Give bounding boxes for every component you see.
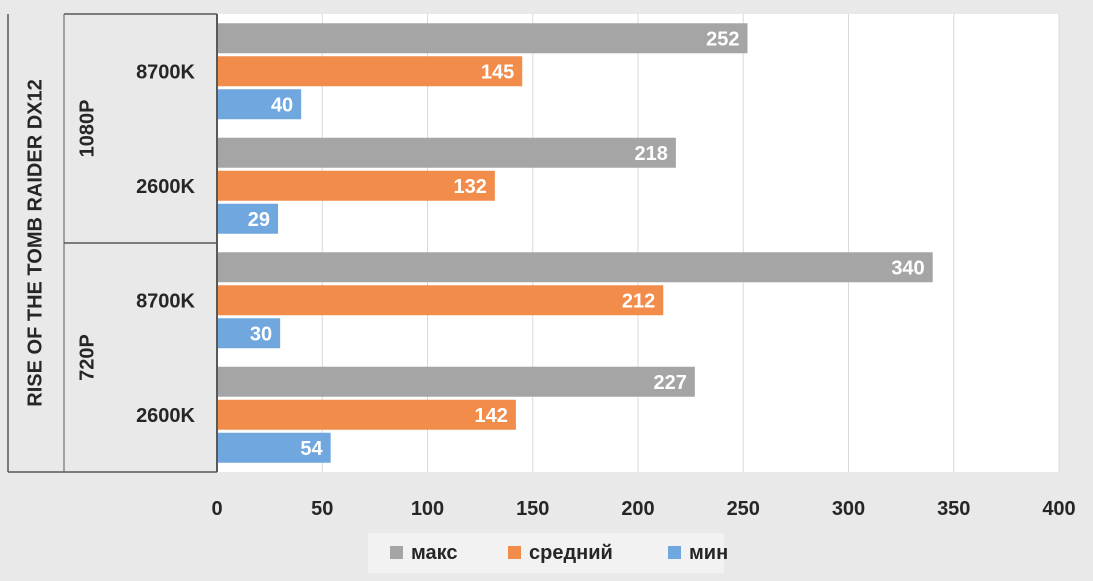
- bar-средний: [217, 399, 516, 430]
- data-label: 252: [706, 28, 739, 50]
- bars: [217, 23, 933, 463]
- legend[interactable]: макс средний мин: [368, 533, 728, 573]
- category-label: 8700K: [136, 61, 195, 83]
- bar-средний: [217, 170, 495, 201]
- bar-мин: [217, 318, 281, 349]
- data-label: 218: [635, 143, 668, 165]
- data-label: 29: [248, 209, 270, 231]
- legend-swatch-макс: [390, 546, 403, 559]
- x-tick-label: 300: [832, 498, 865, 520]
- category-label: 2600K: [136, 405, 195, 427]
- data-labels: 252 145 40 218 132 29 340 212 30 227 142 54: [248, 28, 925, 460]
- legend-box: [368, 533, 724, 573]
- data-label: 145: [481, 61, 514, 83]
- data-label: 227: [653, 372, 686, 394]
- bar-мин: [217, 432, 331, 463]
- x-tick-label: 250: [727, 498, 760, 520]
- x-tick-label: 50: [311, 498, 333, 520]
- group-title-label: RISE OF THE TOMB RAIDER DX12: [24, 79, 46, 406]
- group-label: 720P: [76, 334, 98, 381]
- data-label: 40: [271, 94, 293, 116]
- data-label: 212: [622, 290, 655, 312]
- x-tick-labels: 0 50 100 150 200 250 300 350 400: [211, 498, 1075, 520]
- x-tick-label: 200: [621, 498, 654, 520]
- x-tick-label: 350: [937, 498, 970, 520]
- data-label: 30: [250, 323, 272, 345]
- category-label: 8700K: [136, 290, 195, 312]
- bar-макс: [217, 252, 933, 283]
- data-label: 132: [453, 176, 486, 198]
- bar-макс: [217, 137, 676, 168]
- data-label: 54: [300, 438, 323, 460]
- bar-средний: [217, 285, 664, 316]
- legend-label: мин: [689, 542, 728, 564]
- x-tick-label: 0: [211, 498, 222, 520]
- legend-swatch-средний: [508, 546, 521, 559]
- category-label: 2600K: [136, 176, 195, 198]
- bar-макс: [217, 366, 695, 397]
- category-axis: RISE OF THE TOMB RAIDER DX12 1080P 8700K 26…: [7, 13, 218, 473]
- x-tick-label: 400: [1042, 498, 1075, 520]
- bar-макс: [217, 23, 748, 54]
- data-label: 340: [891, 257, 924, 279]
- x-tick-label: 150: [516, 498, 549, 520]
- data-label: 142: [475, 405, 508, 427]
- bar-мин: [217, 89, 302, 120]
- x-tick-label: 100: [411, 498, 444, 520]
- legend-label: средний: [529, 542, 613, 564]
- group-label: 1080P: [76, 100, 98, 158]
- bar-мин: [217, 203, 279, 234]
- legend-swatch-мин: [668, 546, 681, 559]
- bar-средний: [217, 56, 523, 87]
- legend-label: макс: [411, 542, 458, 564]
